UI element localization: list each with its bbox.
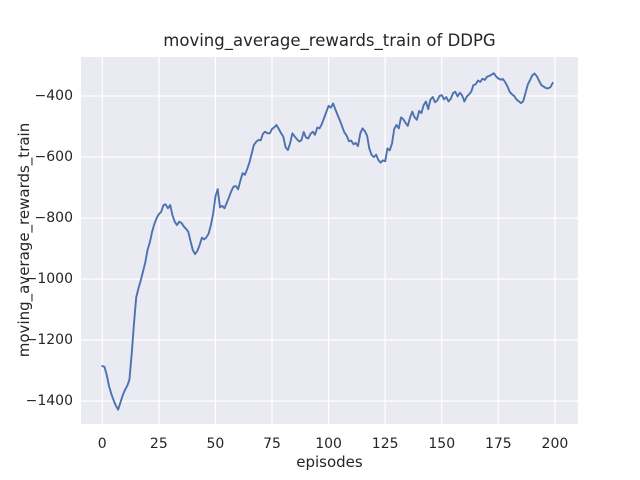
- x-tick-label: 175: [484, 436, 512, 452]
- x-axis-label: episodes: [296, 453, 363, 471]
- chart-title: moving_average_rewards_train of DDPG: [163, 31, 496, 50]
- x-tick-label: 0: [97, 436, 107, 452]
- y-tick-label: −400: [34, 88, 73, 105]
- x-tick-label: 125: [371, 436, 399, 452]
- x-tick-label: 25: [149, 436, 168, 452]
- axes-background: [81, 57, 578, 424]
- x-tick-label: 100: [315, 436, 342, 452]
- y-tick-label: −1000: [25, 271, 73, 288]
- x-tick-label: 150: [428, 436, 456, 452]
- y-tick-label: −1400: [25, 393, 73, 410]
- y-tick-label: −800: [34, 210, 73, 227]
- y-axis-label: moving_average_rewards_train: [15, 122, 33, 358]
- x-tick-label: 50: [206, 436, 225, 452]
- y-tick-label: −600: [34, 149, 73, 166]
- x-tick-label: 200: [541, 436, 569, 452]
- data-line: [101, 72, 554, 411]
- y-tick-label: −1200: [25, 332, 73, 349]
- x-tick-label: 75: [263, 436, 281, 452]
